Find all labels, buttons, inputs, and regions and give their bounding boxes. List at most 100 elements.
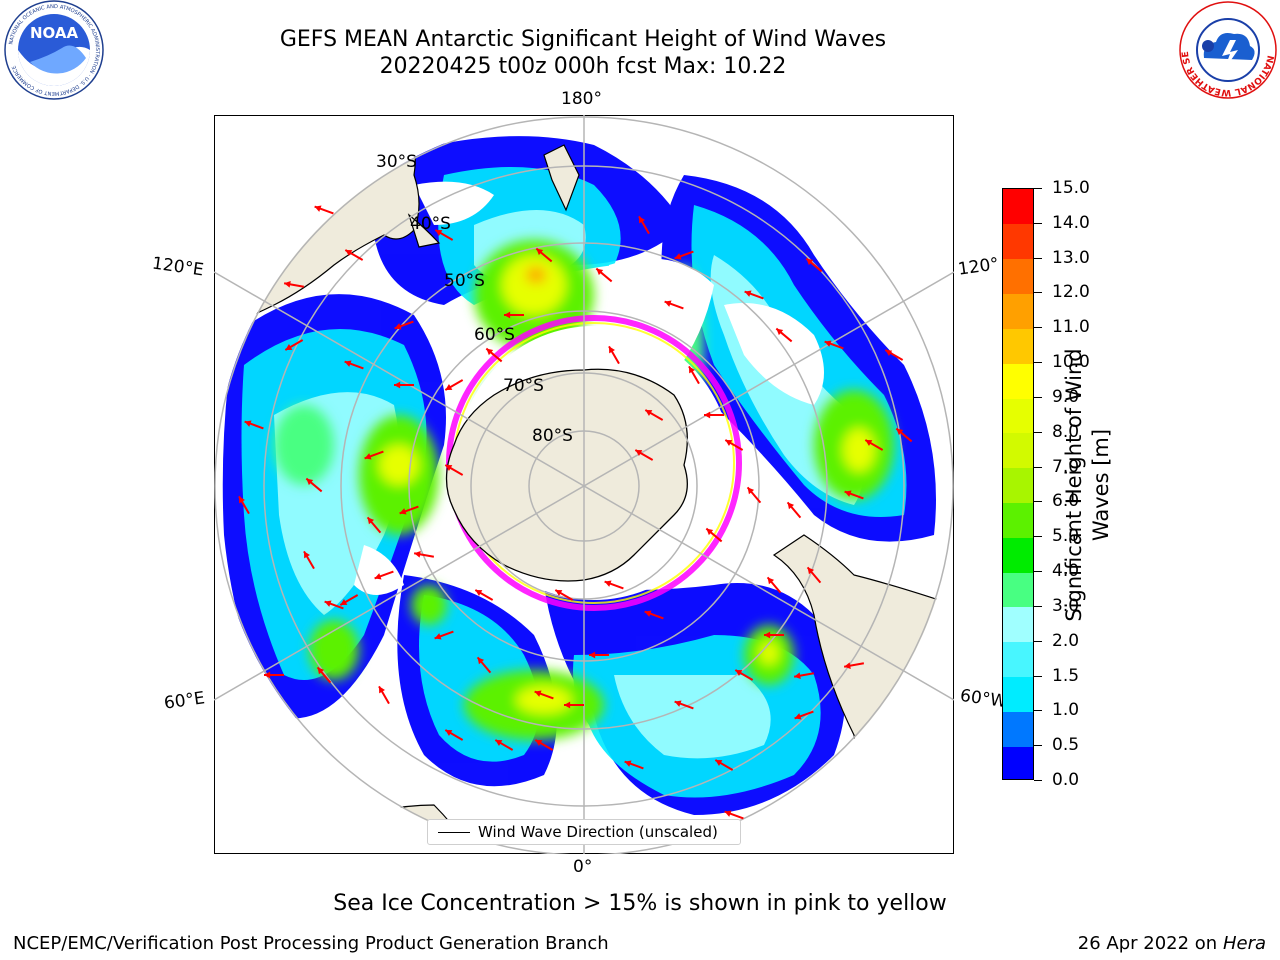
colorbar-segment: [1003, 432, 1033, 469]
colorbar-segment: [1003, 746, 1033, 779]
sea-ice-note: Sea Ice Concentration > 15% is shown in …: [333, 891, 947, 916]
wind-wave-arrowhead: [536, 248, 544, 256]
colorbar-tick-label: 2.0: [1052, 630, 1080, 651]
footer-producer: NCEP/EMC/Verification Post Processing Pr…: [13, 933, 609, 954]
wind-wave-arrowhead: [725, 440, 733, 446]
wind-wave-arrowhead: [340, 599, 348, 605]
noaa-logo: NOAA NATIONAL OCEANIC AND ATMOSPHERIC AD…: [4, 0, 104, 100]
wind-wave-arrowhead: [445, 384, 453, 390]
colorbar-tick-label: 3.0: [1052, 595, 1080, 616]
colorbar-tick-label: 5.0: [1052, 526, 1080, 547]
lat-label-40s: 40°S: [410, 214, 451, 234]
colorbar-segment: [1003, 328, 1033, 364]
antarctica: [445, 368, 688, 582]
wind-wave-arrowhead: [504, 311, 511, 319]
wind-wave-arrowhead: [604, 580, 612, 587]
wind-wave-arrowhead: [394, 323, 402, 330]
colorbar-tick: [1034, 710, 1042, 712]
colorbar-tick: [1034, 536, 1042, 538]
colorbar-segment: [1003, 676, 1033, 712]
wind-wave-arrowhead: [674, 700, 682, 707]
lon-label-180: 180°: [561, 89, 602, 109]
wind-wave-arrowhead: [674, 253, 682, 260]
wind-wave-arrowhead: [239, 496, 245, 504]
lat-label-70s: 70°S: [503, 376, 544, 396]
nws-logo: NATIONAL WEATHER SERVICE: [1178, 0, 1277, 99]
wind-wave-arrowhead: [609, 346, 615, 354]
wind-wave-arrowhead: [807, 567, 815, 575]
wind-wave-arrowhead: [764, 631, 771, 639]
wind-wave-arrowhead: [284, 281, 291, 288]
wind-wave-arrowhead: [844, 490, 852, 497]
lon-label-120e: 120°E: [150, 253, 205, 281]
lon-label-120w: 120°: [956, 254, 1001, 280]
colorbar-tick: [1034, 257, 1042, 259]
wind-wave-arrowhead: [374, 573, 382, 580]
colorbar-segment: [1003, 606, 1033, 643]
footer-date-text: 26 Apr 2022 on: [1077, 933, 1223, 954]
wind-wave-arrowhead: [414, 551, 421, 558]
colorbar-segment: [1003, 502, 1033, 538]
colorbar-tick-label: 15.0: [1052, 178, 1090, 198]
wind-wave-arrowhead: [644, 610, 652, 617]
wind-wave-arrowhead: [794, 713, 802, 720]
colorbar-segment: [1003, 189, 1033, 225]
colorbar-tick-label: 13.0: [1052, 247, 1090, 268]
wind-wave-arrowhead: [645, 410, 653, 416]
lon-label-60e: 60°E: [162, 688, 207, 714]
colorbar-tick: [1034, 327, 1042, 329]
wind-wave-arrowhead: [706, 528, 714, 536]
wind-wave-arrowhead: [435, 230, 443, 236]
wind-wave-arrowhead: [264, 671, 271, 679]
colorbar-tick-label: 8.0: [1052, 421, 1080, 442]
wind-wave-arrows: [238, 205, 913, 820]
wind-wave-arrowhead: [394, 381, 401, 389]
wind-wave-arrowhead: [535, 740, 543, 746]
wind-wave-arrowhead: [596, 268, 604, 276]
wind-wave-arrowhead: [344, 360, 352, 367]
wind-wave-arrowhead: [475, 590, 483, 596]
wind-wave-arrowhead: [314, 205, 322, 212]
wind-wave-arrowhead: [495, 740, 503, 746]
colorbar-tick-label: 10.0: [1052, 352, 1090, 373]
wind-wave-arrowhead: [564, 701, 571, 709]
colorbar-tick: [1034, 571, 1042, 573]
wind-wave-arrowhead: [399, 508, 407, 515]
wind-wave-arrowhead: [776, 328, 784, 336]
wind-wave-arrowhead: [379, 686, 385, 694]
wind-wave-arrowhead: [824, 340, 832, 347]
colorbar-tick-label: 12.0: [1052, 282, 1090, 303]
colorbar-segment: [1003, 711, 1033, 747]
colorbar-tick-label: 11.0: [1052, 317, 1090, 338]
wind-wave-arrowhead: [304, 551, 310, 559]
colorbar-tick-label: 1.5: [1052, 665, 1080, 686]
wind-wave-arrowhead: [345, 250, 353, 256]
wind-wave-arrowhead: [664, 300, 672, 307]
wind-wave-arrowhead: [534, 690, 542, 697]
chart-title: GEFS MEAN Antarctic Significant Height o…: [279, 27, 887, 52]
colorbar-tick: [1034, 292, 1042, 294]
colorbar-label: Significant Height of Wind Waves [m]: [1062, 348, 1113, 622]
footer-date: 26 Apr 2022 on Hera: [1078, 933, 1266, 954]
colorbar-tick: [1034, 745, 1042, 747]
colorbar-tick: [1034, 431, 1042, 433]
colorbar-tick: [1034, 222, 1042, 224]
wind-wave-arrowhead: [555, 590, 563, 596]
wind-wave-arrowhead: [244, 420, 252, 427]
wind-wave-arrowhead: [635, 450, 643, 456]
wind-wave-arrowhead: [624, 760, 632, 767]
lat-label-30s: 30°S: [376, 152, 417, 172]
colorbar-tick: [1034, 396, 1042, 398]
wind-wave-arrowhead: [445, 465, 453, 471]
colorbar-segment: [1003, 223, 1033, 260]
wind-wave-arrowhead: [324, 600, 332, 607]
colorbar-segment: [1003, 467, 1033, 503]
colorbar-segment: [1003, 572, 1033, 608]
colorbar-tick: [1034, 640, 1042, 642]
colorbar-segment: [1003, 293, 1033, 329]
colorbar-tick: [1034, 466, 1042, 468]
colorbar-segment: [1003, 537, 1033, 573]
wind-wave-arrowhead: [787, 502, 795, 510]
map-legend: Wind Wave Direction (unscaled): [427, 819, 741, 845]
colorbar-tick: [1034, 605, 1042, 607]
